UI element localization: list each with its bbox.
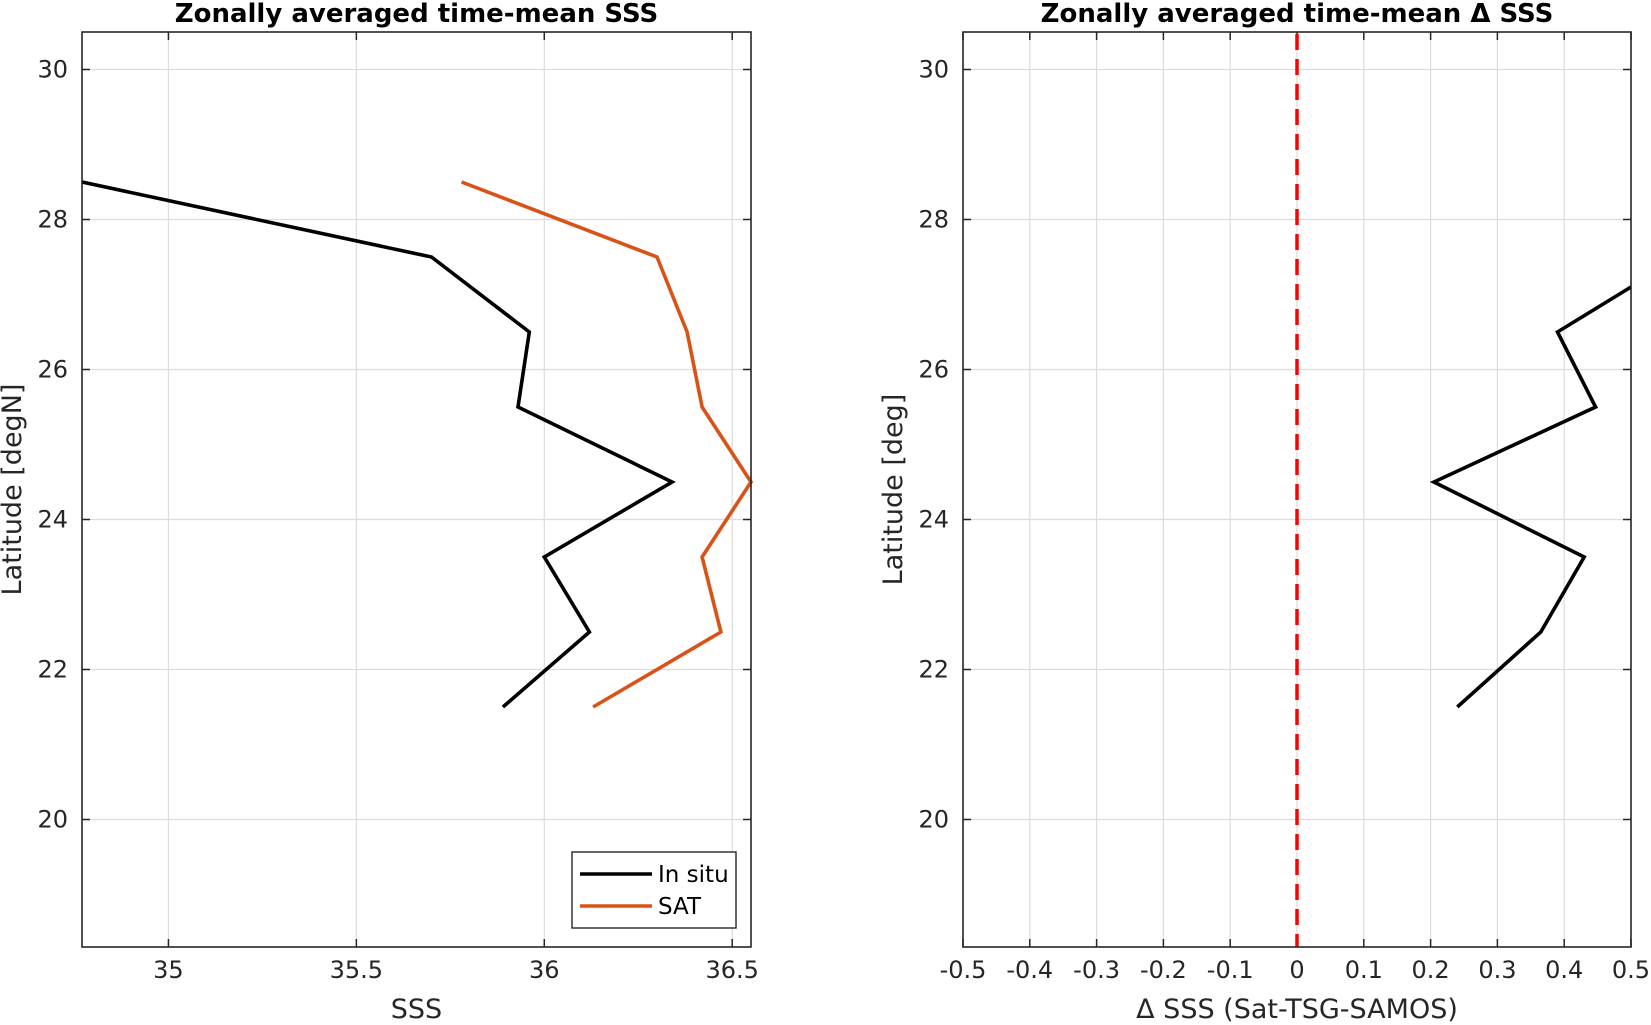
series-line-1 [1429, 285, 1632, 709]
x-tick-label: -0.4 [1006, 956, 1053, 984]
x-tick-label: 0 [1289, 956, 1304, 984]
x-tick-label: -0.1 [1207, 956, 1254, 984]
plot-area [82, 32, 751, 947]
x-tick-label: 0.4 [1545, 956, 1583, 984]
y-axis-label: Latitude [degN] [0, 384, 28, 596]
x-tick-label: 0.5 [1612, 956, 1650, 984]
x-tick-label: -0.3 [1073, 956, 1120, 984]
y-tick-label: 22 [37, 656, 68, 684]
legend-label: In situ [658, 862, 729, 888]
y-tick-label: 28 [37, 206, 68, 234]
y-tick-label: 28 [918, 206, 949, 234]
x-tick-label: 36.5 [705, 956, 758, 984]
x-tick-label: 35.5 [330, 956, 383, 984]
y-tick-label: 30 [918, 56, 949, 84]
y-tick-label: 26 [37, 356, 68, 384]
x-axis-label: Δ SSS (Sat-TSG-SAMOS) [1136, 994, 1458, 1025]
axes-box [962, 31, 1632, 948]
panel-2: -0.5 -0.4 -0.3 -0.2 -0.1 0 0.1 0.2 0.3 0.4 0.5 20 22… [878, 0, 1650, 1025]
y-tick-label: 24 [918, 506, 949, 534]
y-tick-label: 20 [918, 806, 949, 834]
legend-box [571, 851, 737, 929]
y-tick-label: 26 [918, 356, 949, 384]
x-axis-label: SSS [391, 994, 442, 1025]
panel-1: 35 35.5 36 36.5 20 22 24 26 28 30 Zonally averaged… [0, 0, 759, 1025]
x-tick-label: 0.3 [1478, 956, 1516, 984]
x-tick-label: -0.2 [1140, 956, 1187, 984]
chart-title: Zonally averaged time-mean SSS [175, 0, 659, 29]
x-tick-label: 0.1 [1345, 956, 1383, 984]
y-tick-label: 30 [37, 56, 68, 84]
x-tick-label: 0.2 [1412, 956, 1450, 984]
y-tick-label: 22 [918, 656, 949, 684]
y-tick-label: 20 [37, 806, 68, 834]
x-tick-label: 36 [529, 956, 560, 984]
series-line-in-situ [81, 180, 676, 709]
y-tick-label: 24 [37, 506, 68, 534]
series-line-sat [460, 180, 754, 709]
y-axis-label: Latitude [deg] [878, 394, 909, 586]
x-tick-label: -0.5 [940, 956, 987, 984]
legend-label: SAT [658, 894, 702, 920]
legend: In situ SAT [571, 851, 737, 929]
chart-title: Zonally averaged time-mean Δ SSS [1041, 0, 1554, 29]
x-tick-label: 35 [153, 956, 184, 984]
axes-box [81, 31, 752, 948]
